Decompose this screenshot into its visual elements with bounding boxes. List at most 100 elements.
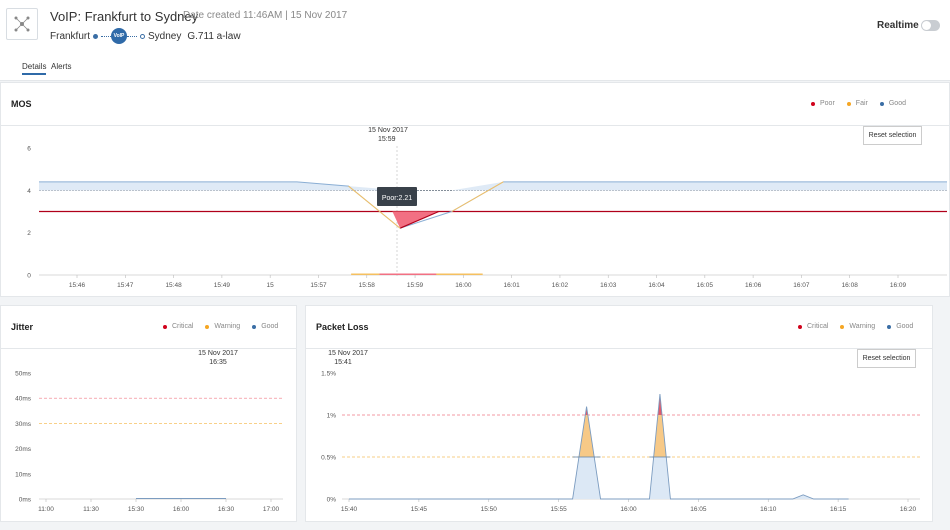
mos-title: MOS bbox=[11, 99, 32, 109]
pl-hover-time: 15:41 bbox=[334, 359, 352, 366]
packet-loss-chart[interactable]: 15 Nov 2017 15:41 0% 0.5% 1% 1.5% 15:40 15:45… bbox=[306, 349, 932, 521]
y-tick-label: 4 bbox=[27, 188, 31, 195]
y-tick-label: 30ms bbox=[15, 421, 32, 428]
y-tick-label: 1.5% bbox=[321, 371, 336, 378]
legend-good: Good bbox=[879, 100, 906, 107]
tab-alerts[interactable]: Alerts bbox=[51, 62, 72, 71]
legend-warning: Warning bbox=[205, 323, 240, 330]
x-tick-label: 16:00 bbox=[173, 506, 190, 513]
x-tick-label: 11:30 bbox=[83, 506, 99, 513]
x-tick-label: 15:30 bbox=[128, 506, 145, 513]
packet-loss-panel: Packet Loss Critical Warning Good Reset … bbox=[305, 305, 933, 522]
x-tick-label: 15:50 bbox=[481, 506, 498, 513]
pl-warning-area bbox=[578, 415, 595, 457]
x-tick-label: 16:04 bbox=[648, 282, 665, 289]
mos-legend: Poor Fair Good bbox=[811, 100, 906, 107]
mos-divider bbox=[1, 125, 949, 126]
x-tick-label: 15:58 bbox=[359, 282, 376, 289]
x-tick-label: 15:59 bbox=[407, 282, 424, 289]
jitter-legend: Critical Warning Good bbox=[163, 323, 278, 330]
mos-fair-line bbox=[348, 185, 401, 229]
y-tick-label: 40ms bbox=[15, 396, 32, 403]
pl-good-area bbox=[349, 394, 849, 499]
packet-loss-title: Packet Loss bbox=[316, 322, 369, 332]
destination-label: Sydney bbox=[148, 30, 182, 42]
y-tick-label: 0% bbox=[327, 497, 337, 504]
x-tick-label: 15:45 bbox=[411, 506, 428, 513]
legend-warning: Warning bbox=[840, 323, 875, 330]
tab-details[interactable]: Details bbox=[22, 62, 47, 75]
jitter-chart[interactable]: 15 Nov 2017 16:35 0ms 10ms 20ms 30ms 40ms 50m… bbox=[1, 349, 296, 521]
y-tick-label: 50ms bbox=[15, 371, 32, 378]
jitter-divider bbox=[1, 348, 296, 349]
x-tick-label: 15:48 bbox=[165, 282, 182, 289]
x-tick-label: 16:00 bbox=[455, 282, 472, 289]
y-tick-label: 20ms bbox=[15, 446, 32, 453]
x-tick-label: 16:05 bbox=[697, 282, 714, 289]
pl-critical-area bbox=[657, 394, 663, 415]
y-tick-label: 0ms bbox=[19, 497, 32, 504]
destination-dot-icon bbox=[140, 33, 146, 39]
source-dot-icon bbox=[93, 33, 99, 39]
route-dash bbox=[127, 35, 138, 37]
legend-critical: Critical bbox=[163, 323, 193, 330]
x-tick-label: 16:03 bbox=[600, 282, 617, 289]
x-tick-label: 15 bbox=[267, 282, 275, 289]
route-dash bbox=[101, 35, 112, 37]
x-tick-label: 15:46 bbox=[69, 282, 86, 289]
x-tick-label: 16:10 bbox=[760, 506, 777, 513]
y-tick-label: 0.5% bbox=[321, 455, 336, 462]
x-tick-label: 16:09 bbox=[890, 282, 907, 289]
jitter-panel: Jitter Critical Warning Good 15 Nov 2017… bbox=[0, 305, 297, 522]
x-tick-label: 16:00 bbox=[620, 506, 637, 513]
legend-good: Good bbox=[887, 323, 913, 330]
jitter-hover-time: 16:35 bbox=[209, 359, 227, 366]
jitter-hover-date: 15 Nov 2017 bbox=[198, 350, 238, 357]
jitter-title: Jitter bbox=[11, 322, 34, 332]
packet-loss-reset-selection-button[interactable]: Reset selection bbox=[857, 349, 916, 368]
route-path: Frankfurt VoIP Sydney G.711 a-law bbox=[50, 28, 241, 44]
mos-chart[interactable]: 15 Nov 2017 15:59 0 2 4 6 15:46 15:47 15:48 15:… bbox=[1, 126, 949, 296]
page-title: VoIP: Frankfurt to Sydney bbox=[50, 9, 199, 24]
realtime-toggle[interactable] bbox=[921, 20, 940, 31]
x-tick-label: 15:40 bbox=[341, 506, 358, 513]
y-tick-label: 10ms bbox=[15, 471, 32, 478]
x-tick-label: 16:02 bbox=[552, 282, 569, 289]
x-tick-label: 16:05 bbox=[690, 506, 707, 513]
mos-tooltip-text: Poor:2.21 bbox=[382, 195, 412, 202]
mos-selection-poor-bar bbox=[379, 273, 437, 275]
x-tick-label: 11:00 bbox=[38, 506, 54, 513]
x-tick-label: 16:30 bbox=[218, 506, 235, 513]
realtime-label: Realtime bbox=[877, 20, 919, 31]
y-tick-label: 2 bbox=[27, 230, 31, 237]
x-tick-label: 15:57 bbox=[310, 282, 327, 289]
mos-fair-line bbox=[451, 181, 504, 212]
mos-panel: MOS Poor Fair Good Reset selection 15 No… bbox=[0, 82, 950, 297]
date-created: Date created 11:46AM | 15 Nov 2017 bbox=[183, 10, 348, 21]
x-tick-label: 17:00 bbox=[263, 506, 280, 513]
mos-good-area bbox=[39, 181, 947, 191]
x-tick-label: 16:01 bbox=[504, 282, 521, 289]
y-tick-label: 0 bbox=[27, 273, 31, 280]
source-label: Frankfurt bbox=[50, 30, 91, 42]
mos-hover-time: 15:59 bbox=[378, 136, 396, 143]
mos-tooltip bbox=[377, 187, 417, 206]
x-tick-label: 16:06 bbox=[745, 282, 762, 289]
page-header: VoIP: Frankfurt to Sydney Date created 1… bbox=[0, 0, 950, 81]
codec-label: G.711 a-law bbox=[187, 30, 241, 42]
x-tick-label: 15:49 bbox=[214, 282, 231, 289]
packet-loss-divider bbox=[306, 348, 932, 349]
voip-badge: VoIP bbox=[111, 28, 128, 44]
legend-good: Good bbox=[252, 323, 278, 330]
x-tick-label: 16:07 bbox=[793, 282, 810, 289]
x-tick-label: 15:55 bbox=[550, 506, 567, 513]
packet-loss-legend: Critical Warning Good bbox=[798, 323, 913, 330]
mos-reset-selection-button[interactable]: Reset selection bbox=[863, 126, 922, 145]
legend-poor: Poor bbox=[811, 100, 835, 107]
mos-poor-line bbox=[399, 210, 440, 229]
x-tick-label: 16:15 bbox=[830, 506, 847, 513]
legend-fair: Fair bbox=[846, 100, 868, 107]
mos-poor-area bbox=[392, 211, 439, 229]
legend-critical: Critical bbox=[798, 323, 828, 330]
x-tick-label: 16:20 bbox=[900, 506, 917, 513]
